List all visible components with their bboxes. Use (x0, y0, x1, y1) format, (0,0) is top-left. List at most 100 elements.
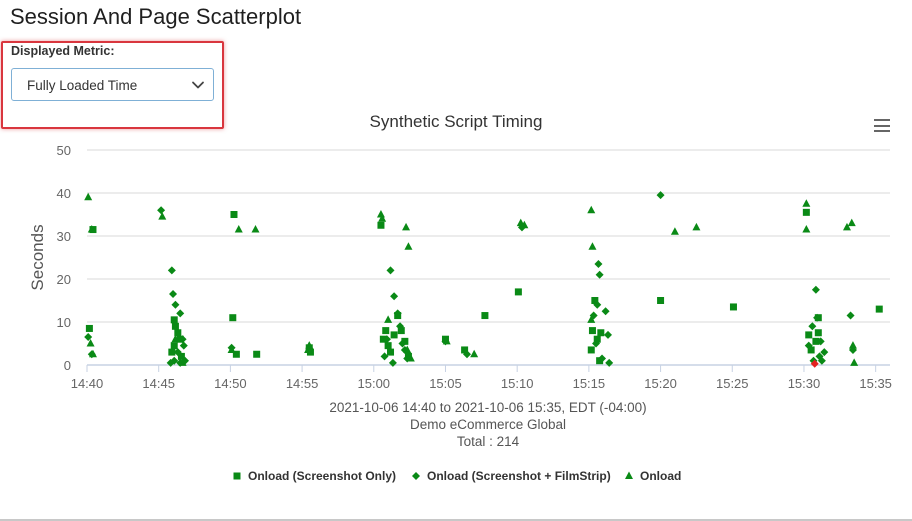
diamond-data-point (167, 266, 176, 275)
x-tick-label: 15:20 (644, 376, 677, 391)
y-tick-label: 10 (57, 315, 71, 330)
diamond-data-point (595, 270, 604, 279)
square-data-point (805, 331, 813, 339)
square-data-point (729, 303, 737, 311)
triangle-data-point (802, 199, 811, 207)
y-tick-label: 0 (64, 358, 71, 373)
chart-subtitle-line: Demo eCommerce Global (410, 417, 566, 432)
square-data-point (807, 346, 815, 354)
triangle-data-point (378, 214, 387, 222)
diamond-data-point (393, 309, 402, 318)
triangle-data-point (587, 205, 596, 214)
diamond-data-point (382, 335, 391, 344)
diamond-data-point (169, 290, 178, 299)
triangle-data-point (403, 345, 412, 353)
legend-square-marker (233, 472, 241, 480)
x-tick-label: 15:00 (358, 376, 391, 391)
triangle-data-point (470, 349, 479, 358)
x-tick-label: 14:40 (71, 376, 104, 391)
diamond-data-point (396, 322, 405, 331)
displayed-metric-label: Displayed Metric: (11, 44, 115, 58)
x-tick-label: 15:25 (716, 376, 749, 391)
legend-triangle-marker (625, 471, 633, 479)
triangle-data-point (227, 345, 236, 353)
selection-highlight-box (1, 41, 224, 129)
chevron-down-icon (192, 81, 204, 89)
bottom-divider (0, 519, 912, 521)
square-data-point (596, 357, 604, 365)
triangle-data-point (178, 358, 187, 366)
x-tick-label: 14:45 (142, 376, 175, 391)
square-data-point (657, 297, 665, 304)
displayed-metric-value: Fully Loaded Time (27, 78, 138, 93)
x-tick-label: 14:50 (214, 376, 247, 391)
diamond-data-point (594, 259, 603, 268)
diamond-data-point (598, 354, 607, 363)
square-data-point (232, 350, 240, 358)
scatter-chart: Synthetic Script Timing 0 10 20 30 40 50 Second… (28, 112, 892, 483)
square-data-point (253, 350, 261, 358)
diamond-data-point (157, 206, 166, 215)
diamond-data-point (816, 337, 825, 346)
square-data-point (588, 327, 596, 335)
x-tick-label: 15:30 (788, 376, 821, 391)
square-data-point (377, 221, 385, 229)
square-data-point (401, 337, 409, 345)
diamond-data-point (804, 341, 813, 350)
diamond-data-point (166, 358, 175, 367)
diamond-data-point (813, 313, 822, 322)
legend-item-label: Onload (Screenshot Only) (248, 469, 396, 483)
square-data-point (481, 312, 489, 320)
triangle-data-point (402, 222, 411, 231)
hamburger-menu-icon[interactable] (874, 119, 890, 132)
triangle-data-point (171, 334, 180, 343)
diamond-data-point (603, 330, 612, 339)
triangle-data-point (251, 225, 260, 233)
square-data-point (170, 342, 178, 350)
x-tick-label: 15:35 (859, 376, 892, 391)
square-data-point (171, 322, 179, 330)
x-tick-label: 15:10 (501, 376, 534, 391)
triangle-data-point (384, 315, 393, 323)
triangle-data-point (86, 339, 95, 347)
diamond-data-point (84, 333, 93, 342)
chart-subtitle-line: Total : 214 (457, 434, 520, 449)
triangle-data-point (848, 341, 857, 349)
diamond-data-point (390, 292, 399, 301)
square-data-point (229, 314, 237, 322)
triangle-data-point (88, 349, 97, 358)
diamond-data-point (170, 356, 179, 365)
triangle-data-point (842, 222, 851, 231)
diamond-data-point (808, 322, 817, 331)
x-tick-label: 14:55 (286, 376, 319, 391)
diamond-data-point (180, 356, 189, 365)
diamond-data-point (592, 339, 601, 348)
displayed-metric-select[interactable]: Fully Loaded Time (11, 68, 214, 101)
diamond-data-point (462, 350, 471, 359)
triangle-data-point (376, 210, 385, 218)
x-axis-label: 2021-10-06 14:40 to 2021-10-06 15:35, ED… (329, 400, 646, 415)
diamond-data-point (656, 191, 665, 200)
y-tick-label: 50 (57, 143, 71, 158)
square-data-point (814, 329, 822, 337)
legend-item-label: Onload (640, 469, 681, 483)
square-data-point (875, 305, 883, 313)
triangle-data-point (520, 220, 529, 229)
y-axis-label: Seconds (28, 224, 47, 290)
square-data-point (390, 331, 398, 339)
square-data-point (597, 329, 605, 337)
triangle-data-point (442, 336, 451, 345)
triangle-data-point (158, 212, 167, 220)
page-title: Session And Page Scatterplot (10, 4, 302, 29)
square-data-point (384, 342, 392, 350)
square-data-point (174, 329, 182, 337)
triangle-data-point (850, 358, 859, 366)
y-tick-label: 40 (57, 186, 71, 201)
legend-item-label: Onload (Screenshot + FilmStrip) (427, 469, 611, 483)
diamond-data-point (380, 352, 389, 361)
square-data-point (170, 316, 178, 324)
triangle-data-point (404, 242, 413, 250)
diamond-data-point (179, 341, 188, 350)
diamond-data-point (171, 300, 180, 309)
triangle-data-point (847, 218, 856, 227)
